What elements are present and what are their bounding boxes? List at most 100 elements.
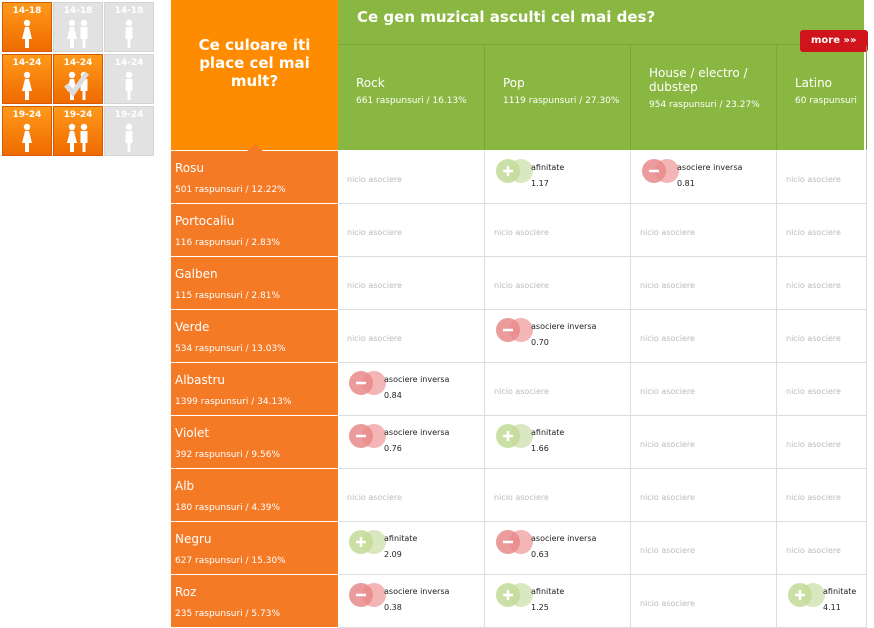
person-icon: [67, 19, 88, 48]
cell: nicio asociere: [777, 204, 867, 257]
column-header: Pop 1119 raspunsuri / 27.30%: [485, 46, 631, 150]
cell: nicio asociere: [631, 522, 777, 575]
filter-cell[interactable]: 14-24: [104, 54, 154, 104]
row-stats: 501 raspunsuri / 12.22%: [175, 185, 286, 195]
filter-icon[interactable]: [3, 71, 51, 104]
cell: nicio asociere: [777, 151, 867, 204]
filter-label[interactable]: 14-24: [63, 58, 93, 68]
association-value: 0.38: [384, 603, 402, 612]
association-icon: [496, 530, 533, 554]
row-name: Alb: [175, 479, 195, 493]
filter-icon[interactable]: [105, 19, 153, 52]
filter-icon[interactable]: [54, 123, 102, 156]
filter-cell[interactable]: 14-24: [2, 54, 52, 104]
filter-cell[interactable]: 14-18: [2, 2, 52, 52]
association-icon: [788, 583, 825, 607]
cell: asociere inversa 0.63: [485, 522, 631, 575]
cell: nicio asociere: [777, 416, 867, 469]
no-association: nicio asociere: [494, 387, 549, 396]
filter-label[interactable]: 19-24: [12, 110, 42, 120]
column-stats: 1119 raspunsuri / 27.30%: [503, 96, 620, 106]
row-stats: 534 raspunsuri / 13.03%: [175, 344, 286, 354]
column-name: Pop: [503, 76, 525, 90]
cell: nicio asociere: [338, 310, 485, 363]
cell: afinitate 4.11: [777, 575, 867, 628]
column-name: House / electro / dubstep: [649, 66, 748, 94]
cell: nicio asociere: [631, 416, 777, 469]
row-stats: 115 raspunsuri / 2.81%: [175, 291, 281, 301]
no-association: nicio asociere: [347, 228, 402, 237]
no-association: nicio asociere: [786, 546, 841, 555]
cell: afinitate 2.09: [338, 522, 485, 575]
filter-cell[interactable]: 14-18: [53, 2, 103, 52]
association-icon: [349, 530, 386, 554]
no-association: nicio asociere: [494, 493, 549, 502]
row-header: Verde 534 raspunsuri / 13.03%: [171, 310, 338, 363]
filter-icon[interactable]: [54, 71, 102, 104]
association-type: afinitate: [823, 587, 857, 596]
more-button[interactable]: more »»: [800, 30, 868, 52]
association-icon: [349, 424, 386, 448]
association-icon: [496, 159, 533, 183]
person-icon: [22, 71, 32, 100]
filter-label[interactable]: 19-24: [114, 110, 144, 120]
person-icon: [125, 123, 133, 152]
no-association: nicio asociere: [494, 228, 549, 237]
filter-cell[interactable]: 19-24: [104, 106, 154, 156]
more-label[interactable]: more: [811, 35, 841, 46]
filter-cell[interactable]: 14-18: [104, 2, 154, 52]
no-association: nicio asociere: [640, 599, 695, 608]
association-icon: [496, 318, 533, 342]
filter-label[interactable]: 14-24: [12, 58, 42, 68]
no-association: nicio asociere: [347, 281, 402, 290]
filter-icon[interactable]: [54, 19, 102, 52]
person-icon: [22, 123, 32, 152]
association-type: afinitate: [531, 163, 565, 172]
no-association: nicio asociere: [640, 281, 695, 290]
filter-cell[interactable]: 19-24: [2, 106, 52, 156]
association-value: 2.09: [384, 550, 402, 559]
cell: nicio asociere: [631, 204, 777, 257]
filter-label[interactable]: 14-24: [114, 58, 144, 68]
filter-icon[interactable]: [105, 71, 153, 104]
cell: asociere inversa 0.81: [631, 151, 777, 204]
row-name: Rosu: [175, 161, 204, 175]
row-header: Negru 627 raspunsuri / 15.30%: [171, 522, 338, 575]
cell: nicio asociere: [777, 257, 867, 310]
cell: asociere inversa 0.84: [338, 363, 485, 416]
no-association: nicio asociere: [640, 440, 695, 449]
association-type: asociere inversa: [384, 375, 450, 384]
cell: nicio asociere: [485, 204, 631, 257]
filter-icon[interactable]: [3, 19, 51, 52]
column-stats: 60 raspunsuri: [795, 96, 857, 106]
no-association: nicio asociere: [347, 493, 402, 502]
association-icon: [496, 583, 533, 607]
filter-label[interactable]: 14-18: [12, 6, 42, 16]
no-association: nicio asociere: [786, 281, 841, 290]
association-type: asociere inversa: [384, 428, 450, 437]
person-icon: [22, 19, 32, 48]
filter-label[interactable]: 14-18: [114, 6, 144, 16]
no-association: nicio asociere: [786, 228, 841, 237]
filter-icon[interactable]: [3, 123, 51, 156]
filter-label[interactable]: 19-24: [63, 110, 93, 120]
association-icon: [642, 159, 679, 183]
no-association: nicio asociere: [347, 175, 402, 184]
col-question: Ce gen muzical asculti cel mai des?: [338, 0, 864, 45]
association-value: 0.81: [677, 179, 695, 188]
association-type: afinitate: [531, 428, 565, 437]
filter-label[interactable]: 14-18: [63, 6, 93, 16]
cell: nicio asociere: [777, 522, 867, 575]
cell: nicio asociere: [777, 363, 867, 416]
cell: asociere inversa 0.70: [485, 310, 631, 363]
cell: nicio asociere: [485, 363, 631, 416]
no-association: nicio asociere: [494, 281, 549, 290]
no-association: nicio asociere: [640, 228, 695, 237]
column-header: Rock 661 raspunsuri / 16.13%: [338, 46, 485, 150]
cell: nicio asociere: [338, 257, 485, 310]
row-header: Portocaliu 116 raspunsuri / 2.83%: [171, 204, 338, 257]
filter-cell[interactable]: 14-24: [53, 54, 103, 104]
filter-icon[interactable]: [105, 123, 153, 156]
cell: nicio asociere: [485, 469, 631, 522]
filter-cell[interactable]: 19-24: [53, 106, 103, 156]
